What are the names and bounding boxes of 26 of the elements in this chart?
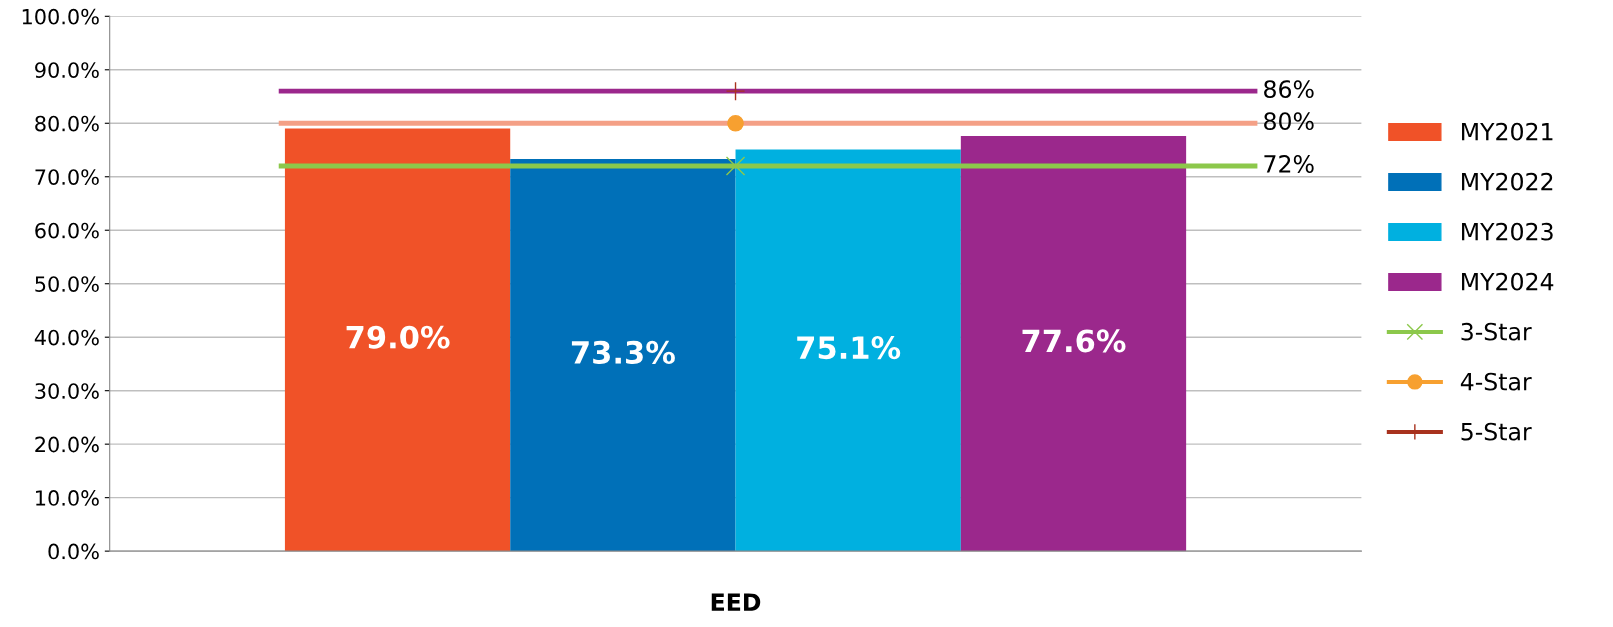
y-tick-label: 70.0% bbox=[35, 169, 99, 185]
y-tick-label: 40.0% bbox=[34, 329, 99, 346]
legend-label: 5-Star bbox=[1461, 422, 1532, 441]
data-label: 79.0% bbox=[346, 325, 450, 349]
x-tick-label: EED bbox=[711, 593, 761, 611]
y-tick-label: 10.0% bbox=[36, 490, 99, 506]
y-tick-label: 90.0% bbox=[35, 62, 99, 78]
legend-label: 3-Star bbox=[1461, 322, 1532, 341]
ref-line-label: 86% bbox=[1264, 80, 1314, 99]
y-tick-label: 20.0% bbox=[35, 436, 99, 453]
data-label: 75.1% bbox=[797, 336, 901, 360]
y-tick-label: 60.0% bbox=[35, 222, 99, 239]
data-label: 77.6% bbox=[1022, 329, 1126, 353]
legend-label: MY2022 bbox=[1462, 172, 1553, 191]
legend-label: MY2021 bbox=[1462, 122, 1553, 141]
legend-label: 4-Star bbox=[1460, 372, 1532, 391]
legend-label: MY2023 bbox=[1462, 222, 1553, 241]
ref-line-label: 80% bbox=[1264, 112, 1314, 131]
legend-label: MY2024 bbox=[1462, 272, 1554, 291]
y-tick-label: 100.0% bbox=[22, 8, 99, 25]
y-tick-label: 30.0% bbox=[35, 383, 99, 399]
ref-line-label: 72% bbox=[1264, 155, 1314, 173]
y-tick-label: 50.0% bbox=[35, 276, 99, 292]
y-tick-label: 80.0% bbox=[35, 115, 99, 132]
y-tick-label: 0.0% bbox=[48, 543, 99, 560]
data-label: 73.3% bbox=[571, 340, 675, 364]
